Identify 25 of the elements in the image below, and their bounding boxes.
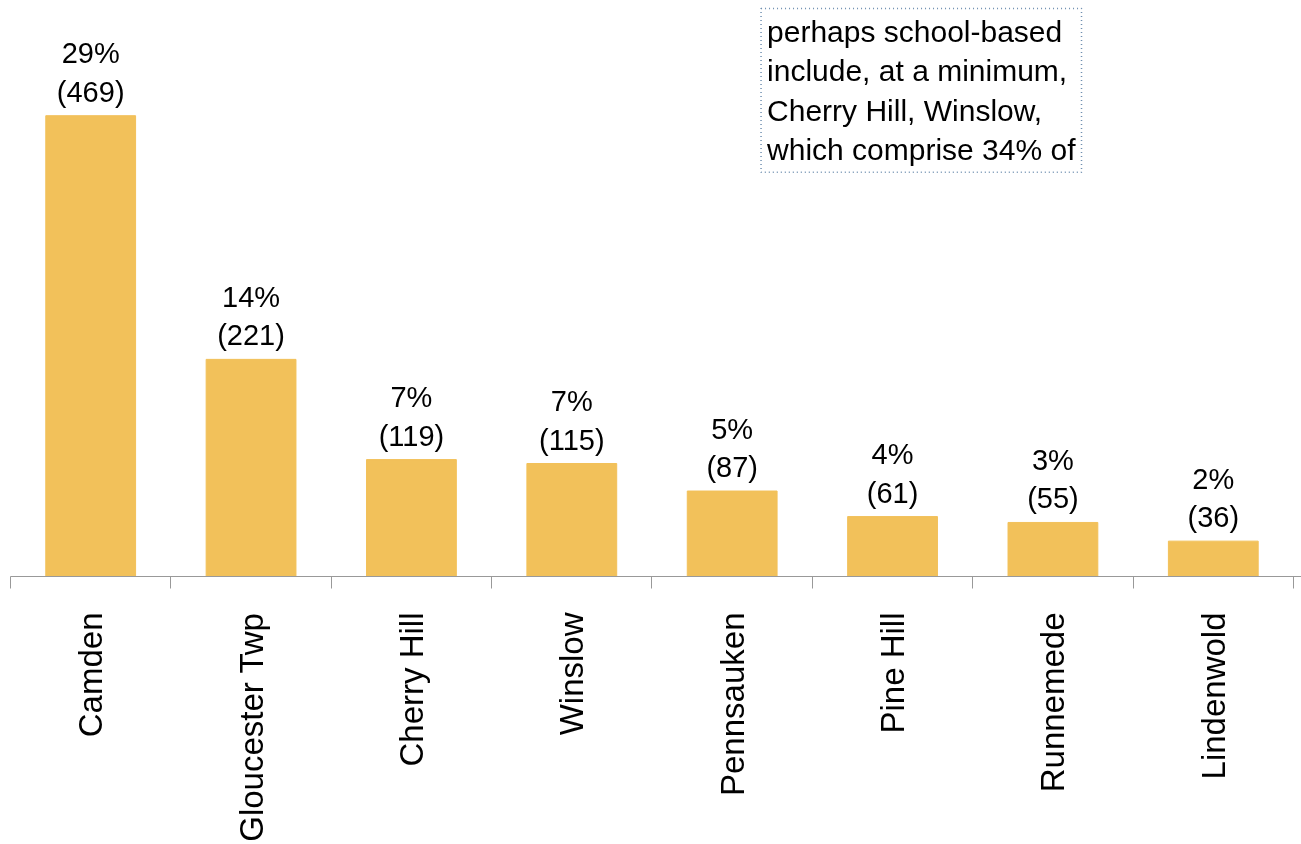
data-label: 29% (469) — [56, 37, 125, 108]
data-label: 4% (61) — [866, 438, 919, 509]
x-tick-label: Pennsauken — [713, 612, 751, 796]
x-tick-label: Camden — [72, 612, 110, 738]
x-tick-label: Winslow — [553, 612, 591, 736]
x-tick-label: Lindenwold — [1194, 612, 1232, 780]
annotation: perhaps school-based include, at a minimum, Cherry Hill, Winslow, which comprise 34% of — [766, 14, 1077, 167]
x-tick-label: Cherry Hill — [392, 612, 430, 767]
data-label: 7% (115) — [539, 385, 605, 456]
x-tick-label: Pine Hill — [874, 612, 912, 734]
bar — [1007, 521, 1099, 577]
bar — [686, 490, 778, 577]
bar — [205, 358, 297, 577]
bar — [847, 516, 938, 577]
data-label: 14% (221) — [217, 280, 285, 352]
data-label: 5% (87) — [706, 412, 758, 484]
bar — [1167, 540, 1259, 577]
x-tick-label: Runnemede — [1034, 612, 1072, 793]
data-label: 7% (119) — [378, 381, 445, 452]
bar — [366, 459, 457, 577]
bar — [45, 115, 137, 577]
bar — [526, 463, 618, 577]
x-tick-label: Gloucester Twp — [232, 613, 270, 842]
data-label: 2% (36) — [1187, 462, 1240, 534]
data-label: 3% (55) — [1027, 444, 1079, 515]
